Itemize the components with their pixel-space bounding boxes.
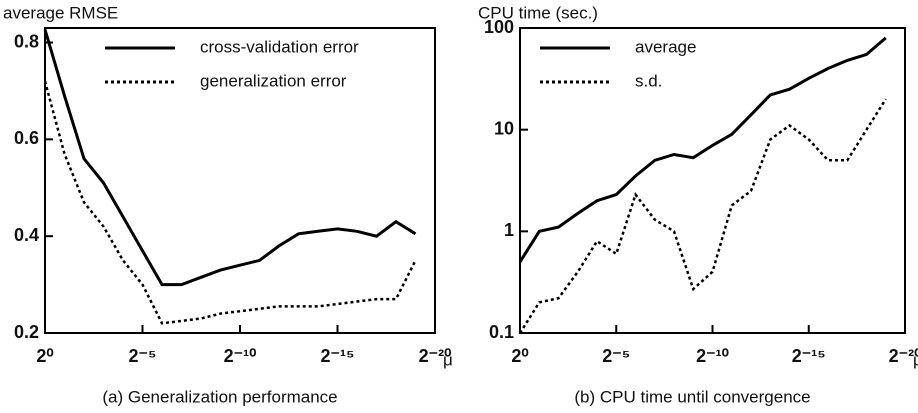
data-line (43, 29, 417, 287)
y-tick-label: 0.6 (14, 128, 39, 148)
plot-frame (519, 27, 906, 334)
legend-label: average (635, 37, 696, 56)
caption: (b) CPU time until convergence (574, 387, 810, 406)
x-tick-label: 2⁻¹⁵ (792, 346, 826, 366)
x-axis-label: μ (913, 350, 918, 369)
y-tick-label: 100 (484, 17, 514, 37)
y-tick-label: 0.4 (14, 225, 39, 245)
x-tick-label: 2⁻²⁰ (889, 346, 918, 366)
legend-label: generalization error (200, 71, 347, 90)
chart-title: average RMSE (3, 3, 118, 22)
legend-label: s.d. (635, 71, 662, 90)
x-tick-label: 2⁻⁵ (129, 346, 157, 366)
x-tick-label: 2⁻¹⁰ (696, 346, 729, 366)
y-tick-label: 1 (504, 220, 514, 240)
data-line (518, 36, 887, 263)
x-tick-label: 2⁻¹⁰ (224, 346, 257, 366)
x-tick-label: 2⁻²⁰ (419, 346, 452, 366)
y-tick-label: 10 (494, 118, 514, 138)
x-tick-label: 2⁻¹⁵ (321, 346, 355, 366)
data-line (518, 98, 887, 334)
y-tick-label: 0.2 (14, 322, 39, 342)
caption: (a) Generalization performance (102, 387, 337, 406)
data-line (43, 80, 417, 325)
chart-title: CPU time (sec.) (478, 3, 598, 22)
y-tick-label: 0.1 (489, 322, 514, 342)
legend-label: cross-validation error (200, 37, 359, 56)
x-tick-label: 2⁰ (36, 346, 53, 366)
y-tick-label: 0.8 (14, 31, 39, 51)
x-tick-label: 2⁻⁵ (602, 346, 630, 366)
x-tick-label: 2⁰ (511, 346, 528, 366)
x-axis-label: μ (443, 350, 453, 369)
